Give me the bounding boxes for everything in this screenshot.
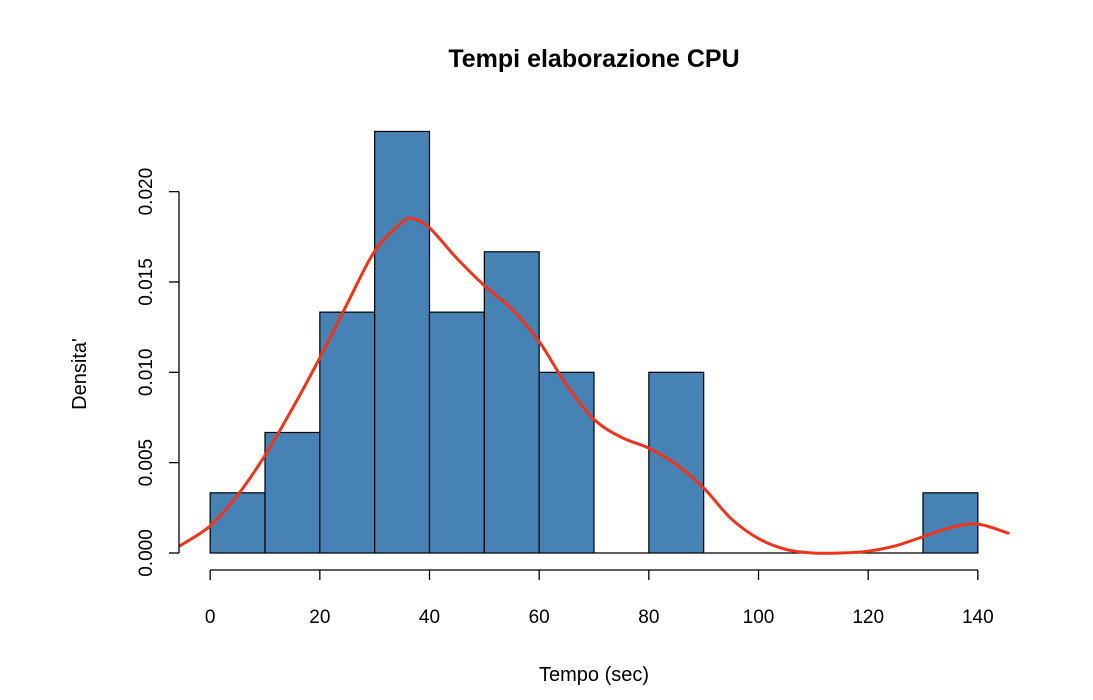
x-tick-label: 0: [205, 607, 216, 628]
histogram-bar-5: [483, 251, 540, 554]
x-tick-label: 80: [638, 607, 659, 628]
x-tick-label: 40: [419, 607, 440, 628]
x-tick-label: 60: [529, 607, 550, 628]
histogram-bar-6: [538, 371, 595, 554]
density-curve: [178, 216, 1010, 555]
histogram-bar-3: [374, 130, 431, 554]
chart-title: Tempi elaborazione CPU: [448, 45, 739, 73]
x-tick-label: 120: [852, 607, 884, 628]
x-tick-label: 20: [309, 607, 330, 628]
histogram-bars: [209, 130, 979, 554]
histogram-bar-0: [209, 492, 266, 554]
y-tick-label: 0.020: [136, 168, 157, 216]
y-tick-label: 0.005: [136, 439, 157, 487]
x-axis-label: Tempo (sec): [539, 664, 649, 686]
histogram-bar-1: [264, 431, 321, 554]
histogram-bar-4: [428, 311, 485, 554]
y-axis: 0.000 0.005 0.010 0.015 0.020: [136, 168, 180, 577]
x-axis: 0 20 40 60 80 100 120 140: [205, 569, 994, 628]
y-tick-label: 0.015: [136, 258, 157, 306]
histogram-bar-2: [319, 311, 376, 554]
y-tick-label: 0.010: [136, 349, 157, 397]
x-tick-label: 140: [962, 607, 994, 628]
x-tick-label: 100: [743, 607, 775, 628]
y-axis-label: Densita': [69, 338, 91, 410]
y-tick-label: 0.000: [136, 529, 157, 577]
